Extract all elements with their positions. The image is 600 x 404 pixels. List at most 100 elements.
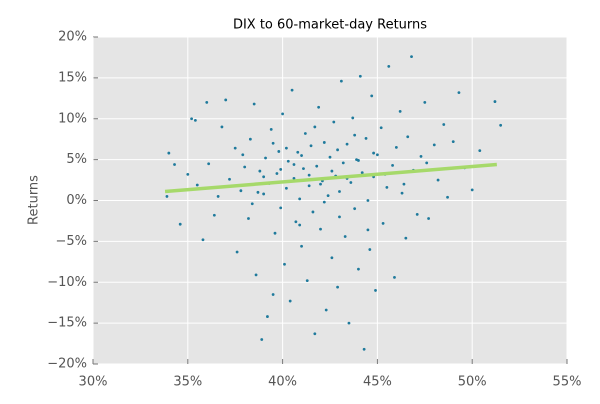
point — [260, 338, 264, 341]
point — [319, 182, 322, 186]
point — [195, 183, 199, 187]
point — [379, 126, 383, 130]
point — [432, 143, 436, 147]
point — [292, 163, 296, 166]
point — [248, 137, 252, 141]
point — [353, 133, 357, 137]
point — [425, 161, 429, 165]
point — [366, 228, 370, 232]
point — [247, 217, 250, 220]
y-tick-label: 0% — [66, 193, 87, 208]
point — [351, 116, 355, 120]
y-tick-label: 15% — [58, 70, 87, 85]
point — [319, 227, 322, 231]
point — [286, 159, 290, 163]
point — [387, 65, 391, 68]
point — [277, 150, 281, 153]
point — [300, 154, 303, 157]
point — [451, 140, 455, 144]
point — [478, 149, 482, 153]
point — [307, 184, 311, 188]
chart-title: DIX to 60-market-day Returns — [233, 18, 427, 33]
point — [336, 285, 339, 289]
point — [298, 223, 302, 227]
point — [284, 146, 288, 150]
point — [283, 262, 286, 266]
point — [322, 200, 326, 204]
point — [391, 163, 394, 167]
point — [343, 235, 347, 238]
point — [186, 172, 190, 176]
point — [457, 91, 461, 94]
point — [400, 191, 404, 195]
point — [233, 146, 237, 150]
point — [173, 163, 176, 166]
point — [499, 123, 503, 127]
point — [305, 279, 309, 283]
point — [436, 178, 440, 182]
point — [224, 98, 228, 102]
point — [302, 167, 305, 171]
point — [317, 105, 321, 109]
point — [243, 165, 247, 169]
point — [167, 151, 171, 155]
y-tick-label: −5% — [55, 234, 87, 249]
point — [262, 192, 266, 196]
point — [347, 321, 351, 325]
point — [262, 175, 266, 179]
y-tick-label: 20% — [58, 30, 87, 45]
point — [281, 112, 284, 116]
point — [228, 177, 231, 181]
x-tick-label: 45% — [363, 375, 392, 390]
point — [239, 189, 243, 193]
point — [338, 215, 341, 219]
y-tick-label: 5% — [66, 152, 87, 167]
point — [332, 120, 336, 124]
point — [357, 159, 360, 162]
point — [178, 222, 182, 226]
point — [296, 150, 300, 154]
point — [300, 244, 303, 248]
point — [313, 125, 317, 129]
point — [341, 161, 345, 165]
point — [201, 238, 205, 242]
point — [205, 101, 209, 104]
point — [256, 190, 260, 194]
point — [330, 169, 334, 173]
point — [493, 100, 497, 103]
point — [266, 315, 269, 318]
point — [235, 250, 239, 254]
point — [216, 195, 220, 198]
trend-line — [164, 162, 497, 194]
point — [415, 212, 419, 216]
point — [271, 293, 275, 296]
x-tick-label: 50% — [458, 375, 487, 390]
point — [309, 144, 313, 148]
point — [336, 148, 339, 152]
point — [303, 132, 307, 135]
point — [315, 164, 319, 168]
point — [442, 123, 446, 126]
point — [271, 141, 275, 145]
point — [273, 231, 277, 235]
point — [190, 117, 193, 121]
y-axis-label: Returns — [27, 175, 42, 225]
point — [364, 136, 368, 140]
point — [326, 194, 330, 197]
point — [264, 156, 267, 160]
point — [279, 168, 283, 171]
point — [368, 248, 372, 251]
point — [370, 94, 374, 98]
point — [410, 55, 413, 59]
point — [290, 88, 294, 92]
point — [406, 135, 410, 139]
point — [404, 236, 408, 240]
point — [258, 169, 262, 173]
point — [279, 206, 283, 210]
point — [269, 127, 273, 131]
point — [207, 162, 211, 166]
point — [372, 151, 376, 155]
point — [385, 186, 389, 189]
point — [423, 101, 427, 104]
